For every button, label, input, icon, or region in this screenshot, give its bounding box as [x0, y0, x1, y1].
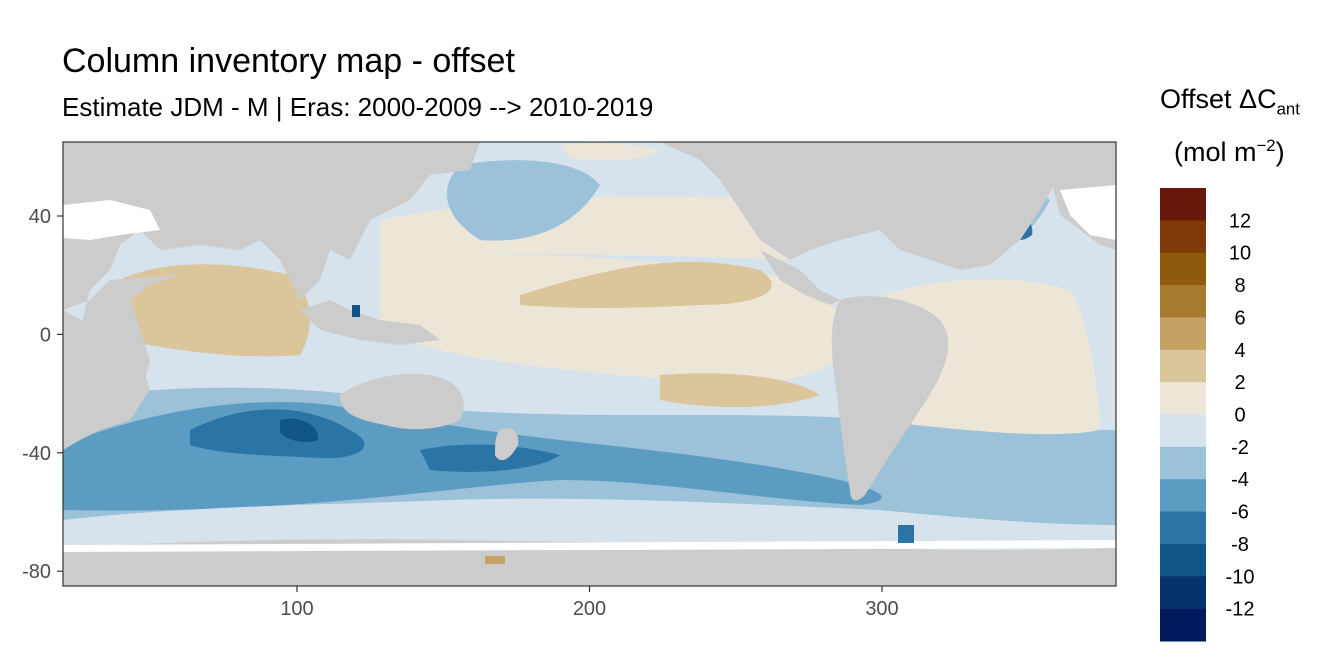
legend-unit-sup: −2: [1256, 136, 1276, 155]
y-tick-label: -40: [22, 443, 51, 465]
legend-label: 12: [1229, 210, 1251, 232]
land-north-america: [660, 142, 1116, 270]
spot-philippines: [352, 305, 360, 317]
missing-data: [63, 185, 1116, 552]
legend-colorbar: 12 10 8 6 4 2 0 -2 -4 -6 -8 -10 -12: [1160, 188, 1254, 642]
legend-title-main: Offset ΔC: [1160, 84, 1277, 114]
spot-ross: [485, 556, 505, 564]
south-pacific-plus2: [660, 373, 820, 407]
legend-label: 4: [1234, 340, 1245, 362]
legend-label: 8: [1234, 275, 1245, 297]
legend-swatch: [1160, 317, 1206, 351]
y-tick-label: -80: [22, 561, 51, 583]
legend-unit-open: (mol m: [1174, 137, 1257, 167]
legend-label: -4: [1231, 469, 1249, 491]
y-tick-label: 40: [29, 206, 51, 228]
so-band-minus6: [190, 409, 365, 459]
subpolar-zero-pacific: [560, 143, 660, 160]
legend-swatch: [1160, 188, 1206, 221]
legend-label: -2: [1231, 437, 1249, 459]
legend-unit-close: ): [1275, 137, 1285, 167]
legend-swatch: [1160, 382, 1206, 415]
legend-swatch: [1160, 349, 1206, 383]
land-south-america: [831, 296, 949, 501]
legend-swatch: [1160, 608, 1206, 642]
legend-label: 0: [1234, 405, 1245, 427]
so-core-minus6b: [420, 444, 560, 472]
missing-high-lat-left: [63, 200, 160, 240]
chart-title: Column inventory map - offset: [62, 42, 515, 80]
land-australia: [340, 373, 464, 430]
x-tick-label: 300: [865, 598, 898, 620]
legend-swatch: [1160, 285, 1206, 318]
spot-weddell: [898, 525, 914, 543]
legend-swatch: [1160, 511, 1206, 545]
x-tick-label: 200: [573, 598, 606, 620]
legend-swatch: [1160, 446, 1206, 480]
legend-label: 6: [1234, 307, 1245, 329]
legend-label: 2: [1234, 372, 1245, 394]
legend-swatch: [1160, 479, 1206, 513]
legend-label: -12: [1226, 599, 1255, 621]
land-central-america: [760, 250, 840, 305]
chart-subtitle: Estimate JDM - M | Eras: 2000-2009 --> 2…: [62, 92, 654, 122]
legend-swatch: [1160, 252, 1206, 286]
land-africa: [63, 142, 480, 400]
map-panel: [62, 141, 1117, 587]
so-core-minus8: [280, 418, 319, 443]
land-africa-south: [63, 310, 150, 450]
legend-swatch: [1160, 543, 1206, 577]
map-content: [63, 142, 1116, 586]
y-axis: 40 0 -40 -80: [22, 206, 63, 583]
legend-swatch: [1160, 576, 1206, 610]
land-maritime-continent: [300, 300, 440, 345]
x-axis: 100 200 300: [280, 586, 899, 620]
missing-high-lat-right: [1060, 185, 1116, 240]
legend-unit: (mol m−2): [1174, 136, 1285, 168]
legend-label: 10: [1229, 243, 1251, 265]
legend-title-sub: ant: [1276, 99, 1300, 119]
legend-swatch: [1160, 414, 1206, 448]
legend-label: -10: [1226, 566, 1255, 588]
legend-title: Offset ΔCant: [1160, 84, 1300, 119]
north-pacific-minus2: [446, 160, 600, 241]
legend-label: -6: [1231, 502, 1249, 524]
land-new-zealand: [495, 428, 519, 461]
legend-swatch: [1160, 220, 1206, 254]
antarctic-margin: [63, 498, 1116, 545]
ne-pacific-plus2: [520, 261, 772, 309]
x-tick-label: 100: [280, 598, 313, 620]
legend-label: -8: [1231, 534, 1249, 556]
indian-ocean-plus2: [120, 264, 310, 357]
y-tick-label: 0: [40, 324, 51, 346]
missing-antarctic-edge: [63, 540, 1116, 552]
